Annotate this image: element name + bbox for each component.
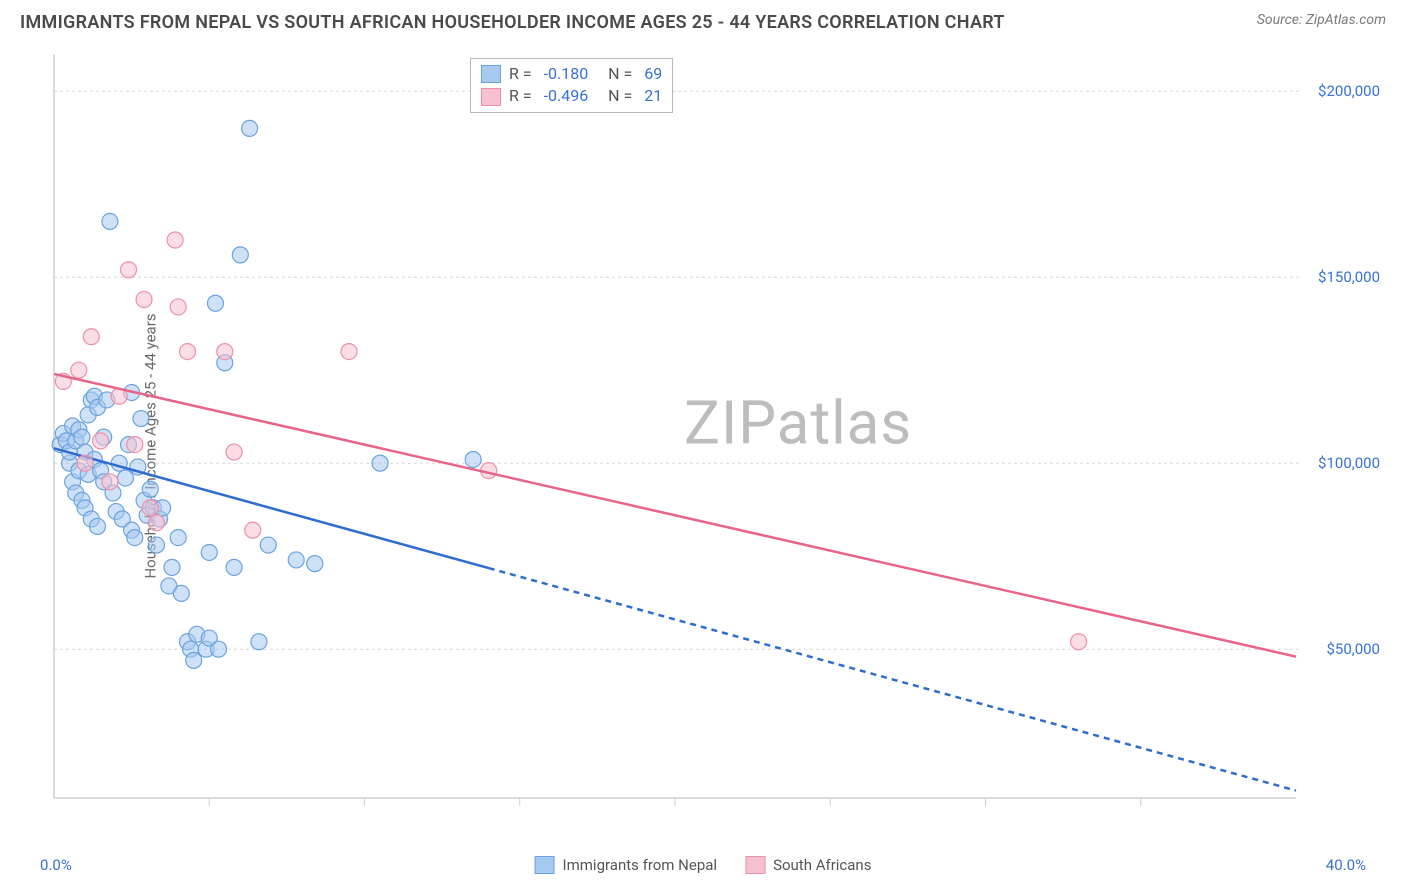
scatter-chart: $50,000 $100,000 $150,000 $200,000 ZIPatlas: [50, 50, 1386, 822]
data-point: [89, 518, 105, 534]
data-point: [207, 295, 223, 311]
legend-r-value: -0.180: [540, 63, 589, 85]
data-point: [186, 652, 202, 668]
data-point: [1071, 634, 1087, 650]
legend-n-label: N =: [596, 85, 632, 107]
data-point: [102, 213, 118, 229]
legend-swatch: [745, 856, 765, 874]
data-point: [77, 455, 93, 471]
data-point: [288, 552, 304, 568]
legend-swatch: [481, 88, 501, 106]
legend-swatch: [535, 856, 555, 874]
data-point: [71, 362, 87, 378]
data-point: [83, 329, 99, 345]
series-legend: Immigrants from Nepal South Africans: [535, 856, 872, 874]
legend-row: R = -0.180 N = 69: [481, 63, 662, 85]
data-point: [173, 585, 189, 601]
legend-r-label: R =: [509, 85, 532, 107]
legend-n-label: N =: [596, 63, 632, 85]
legend-n-value: 69: [640, 63, 662, 85]
correlation-legend: R = -0.180 N = 69R = -0.496 N = 21: [470, 58, 673, 113]
x-axis-row: 0.0% Immigrants from Nepal South Africans…: [0, 856, 1406, 874]
y-tick-label: $50,000: [1326, 640, 1380, 658]
data-point: [211, 641, 227, 657]
data-point: [148, 515, 164, 531]
data-point: [251, 634, 267, 650]
data-point: [136, 292, 152, 308]
data-point: [226, 559, 242, 575]
data-point: [180, 344, 196, 360]
data-point: [242, 120, 258, 136]
data-point: [341, 344, 357, 360]
data-point: [232, 247, 248, 263]
series-legend-entry: Immigrants from Nepal: [535, 856, 718, 874]
watermark: ZIPatlas: [684, 388, 912, 459]
data-point: [117, 470, 133, 486]
source-label: Source: ZipAtlas.com: [1257, 12, 1386, 28]
data-point: [127, 530, 143, 546]
data-point: [127, 437, 143, 453]
data-point: [245, 522, 261, 538]
y-tick-label: $150,000: [1318, 268, 1380, 286]
data-point: [74, 429, 90, 445]
regression-line-extrapolated: [489, 568, 1296, 790]
legend-r-value: -0.496: [540, 85, 589, 107]
data-point: [167, 232, 183, 248]
regression-line: [54, 374, 1296, 657]
data-point: [164, 559, 180, 575]
data-point: [170, 299, 186, 315]
data-point: [260, 537, 276, 553]
data-point: [372, 455, 388, 471]
data-point: [307, 556, 323, 572]
data-point: [170, 530, 186, 546]
y-tick-label: $200,000: [1318, 82, 1380, 100]
legend-swatch: [481, 65, 501, 83]
data-point: [201, 544, 217, 560]
data-point: [226, 444, 242, 460]
data-point: [121, 262, 137, 278]
data-point: [217, 344, 233, 360]
series-name: South Africans: [773, 856, 871, 874]
chart-area: R = -0.180 N = 69R = -0.496 N = 21 $50,0…: [50, 50, 1386, 822]
data-point: [142, 500, 158, 516]
data-point: [93, 433, 109, 449]
series-name: Immigrants from Nepal: [563, 856, 718, 874]
series-legend-entry: South Africans: [745, 856, 871, 874]
data-point: [102, 474, 118, 490]
legend-n-value: 21: [640, 85, 662, 107]
data-point: [142, 481, 158, 497]
data-point: [133, 411, 149, 427]
legend-row: R = -0.496 N = 21: [481, 85, 662, 107]
data-point: [465, 451, 481, 467]
legend-r-label: R =: [509, 63, 532, 85]
y-tick-label: $100,000: [1318, 454, 1380, 472]
x-axis-max: 40.0%: [1326, 856, 1366, 874]
page-title: IMMIGRANTS FROM NEPAL VS SOUTH AFRICAN H…: [20, 12, 1005, 33]
x-axis-min: 0.0%: [40, 856, 72, 874]
data-point: [148, 537, 164, 553]
